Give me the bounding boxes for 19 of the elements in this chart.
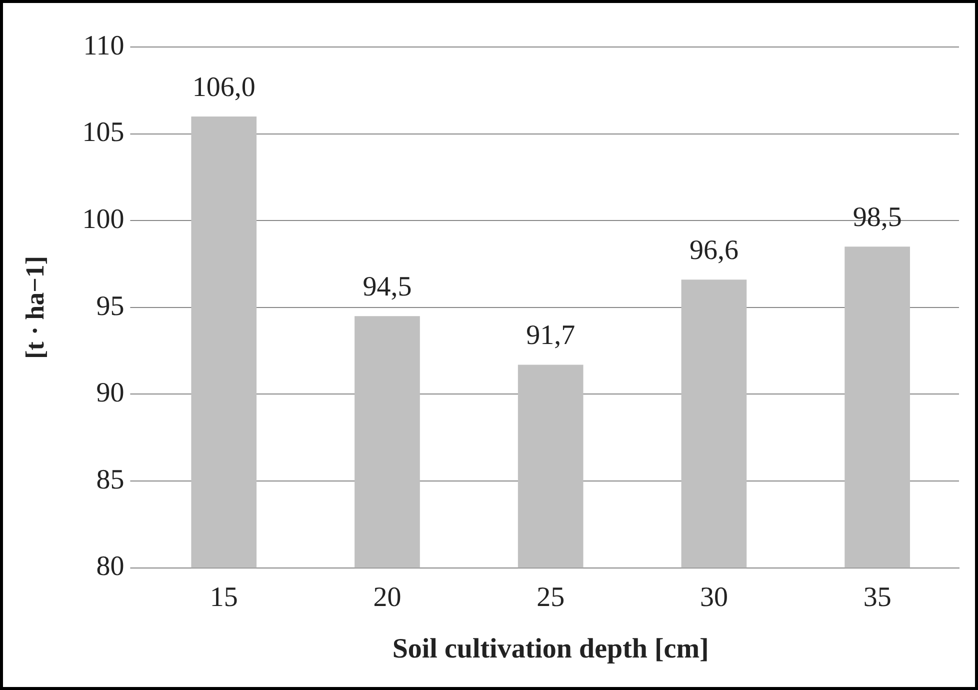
x-axis-title: Soil cultivation depth [cm] xyxy=(392,633,709,664)
x-tick-label: 35 xyxy=(863,582,892,613)
data-label: 98,5 xyxy=(852,202,902,233)
data-label: 106,0 xyxy=(192,72,256,103)
x-tick-label: 25 xyxy=(536,582,565,613)
y-tick-label: 85 xyxy=(96,464,124,496)
x-tick-label: 15 xyxy=(210,582,238,613)
y-tick-label: 110 xyxy=(83,30,124,62)
y-tick-label: 80 xyxy=(96,551,124,582)
y-axis-title: [t · ha−1] xyxy=(20,256,50,359)
x-tick-label: 20 xyxy=(373,582,402,613)
data-label: 96,6 xyxy=(689,234,738,266)
data-label: 94,5 xyxy=(362,271,412,302)
x-tick-label: 30 xyxy=(700,582,728,613)
y-tick-label: 105 xyxy=(82,117,124,148)
y-tick-label: 90 xyxy=(96,378,124,409)
y-tick-label: 100 xyxy=(82,204,124,235)
y-tick-label: 95 xyxy=(96,290,124,322)
data-label: 91,7 xyxy=(526,320,576,352)
